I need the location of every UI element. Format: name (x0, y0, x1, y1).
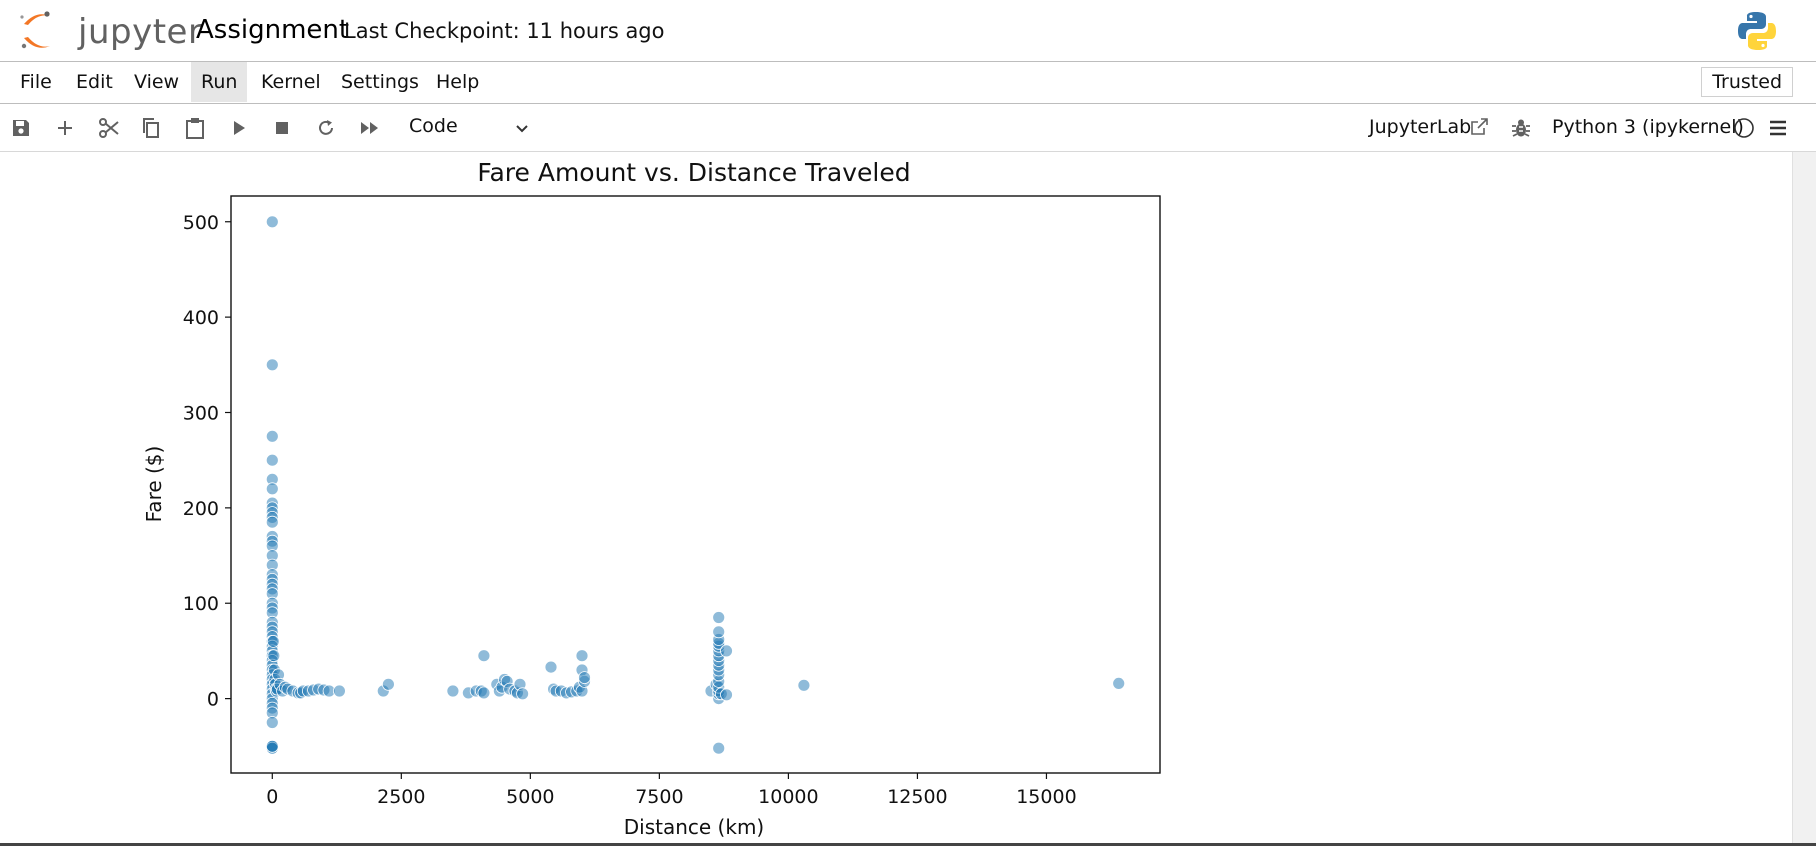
chart-title: Fare Amount vs. Distance Traveled (477, 158, 910, 187)
scatter-point (265, 429, 279, 443)
scatter-point (332, 684, 346, 698)
run-icon (234, 121, 245, 135)
jupyter-logo-text: jupyter (78, 12, 203, 52)
cut-button[interactable] (96, 115, 122, 141)
copy-button[interactable] (138, 115, 164, 141)
x-tick-label: 0 (266, 786, 278, 808)
y-tick-label: 300 (183, 402, 219, 424)
menubar: File Edit View Run Kernel Settings Help … (0, 62, 1816, 104)
y-tick-label: 100 (183, 593, 219, 615)
scatter-point (712, 625, 726, 639)
window-bottom-border (0, 843, 1816, 846)
debugger-bug-icon[interactable] (1510, 117, 1532, 139)
x-tick-label: 2500 (377, 786, 425, 808)
fast-forward-icon (361, 122, 378, 134)
x-tick-label: 5000 (506, 786, 554, 808)
interrupt-button[interactable] (269, 115, 295, 141)
copy-icon (143, 118, 159, 138)
menu-help[interactable]: Help (436, 71, 480, 93)
y-tick-label: 400 (183, 307, 219, 329)
x-tick-label: 15000 (1016, 786, 1076, 808)
x-tick-label: 10000 (758, 786, 818, 808)
scatter-point (712, 611, 726, 624)
plus-icon (58, 121, 72, 135)
run-button[interactable] (226, 115, 252, 141)
scatter-point (265, 453, 279, 467)
jupyter-logo-icon (20, 11, 50, 49)
scatter-point (265, 739, 279, 753)
notebook-panel: Fare Amount vs. Distance Traveled 0 2500 5… (0, 152, 1816, 846)
x-tick-label: 7500 (635, 786, 683, 808)
scatter-point (516, 687, 529, 701)
stop-icon (276, 122, 288, 134)
scatter-point (720, 644, 733, 658)
scatter-point (578, 671, 591, 684)
menu-edit[interactable]: Edit (76, 71, 113, 93)
top-header: jupyter Assignment Last Checkpoint: 11 h… (0, 0, 1816, 62)
kernel-idle-circle-icon (1734, 118, 1754, 138)
x-tick-label: 12500 (887, 786, 947, 808)
scatter-point (267, 649, 281, 663)
menu-view[interactable]: View (134, 71, 180, 93)
restart-button[interactable] (313, 115, 339, 141)
scatter-point (575, 649, 589, 663)
chevron-down-icon (516, 125, 528, 133)
notebook-scrollbar[interactable] (1792, 152, 1816, 846)
scissors-icon (99, 118, 119, 138)
notebook-toolbar: Code JupyterLab Python 3 (ipykernel) (0, 104, 1816, 152)
plot-frame (230, 195, 1161, 774)
restart-run-all-button[interactable] (357, 115, 383, 141)
last-checkpoint: Last Checkpoint: 11 hours ago (344, 19, 665, 43)
scatter-point (266, 634, 280, 648)
save-button[interactable] (8, 115, 34, 141)
scatter-point (265, 358, 279, 372)
x-axis-label: Distance (km) (624, 815, 764, 839)
scatter-point (712, 741, 726, 755)
hamburger-menu-icon[interactable] (1768, 118, 1788, 138)
y-tick-label: 0 (207, 689, 219, 711)
scatter-point (720, 688, 733, 702)
scatter-point (265, 215, 279, 229)
scatter-point (265, 482, 279, 496)
jupyter-logo[interactable]: jupyter (18, 8, 202, 54)
cell-type-select[interactable]: Code (400, 110, 540, 144)
menu-file[interactable]: File (20, 71, 52, 93)
notebook-title[interactable]: Assignment (196, 15, 350, 45)
python-logo-icon (1738, 12, 1776, 50)
x-axis-ticks: 0 2500 5000 7500 10000 12500 15000 (266, 773, 1077, 808)
scatter-point (265, 716, 279, 729)
save-icon (13, 120, 29, 136)
open-jupyterlab-link[interactable]: JupyterLab (1369, 116, 1472, 138)
scatter-chart: Fare Amount vs. Distance Traveled 0 2500 5… (142, 158, 1161, 839)
y-axis-label: Fare ($) (142, 446, 166, 523)
paste-icon (186, 118, 204, 139)
external-link-icon[interactable] (1469, 117, 1489, 137)
y-tick-label: 500 (183, 212, 219, 234)
scatter-points (265, 215, 1126, 755)
trusted-indicator[interactable]: Trusted (1701, 67, 1793, 97)
scatter-point (1112, 677, 1126, 690)
restart-icon (319, 120, 333, 135)
scatter-point (446, 684, 460, 698)
scatter-point (381, 677, 395, 691)
y-tick-label: 200 (183, 498, 219, 520)
kernel-name[interactable]: Python 3 (ipykernel) (1552, 116, 1744, 138)
scatter-point (477, 649, 491, 663)
cell-type-value: Code (409, 115, 458, 137)
menu-kernel[interactable]: Kernel (261, 71, 321, 93)
scatter-point (797, 678, 811, 692)
paste-button[interactable] (182, 115, 208, 141)
y-axis-ticks: 0 100 200 300 400 500 (183, 212, 231, 711)
menu-settings[interactable]: Settings (341, 71, 419, 93)
insert-cell-button[interactable] (52, 115, 78, 141)
scatter-point (265, 515, 279, 529)
scatter-point (544, 660, 558, 674)
menu-run[interactable]: Run (191, 62, 248, 102)
scatter-point (477, 686, 491, 700)
